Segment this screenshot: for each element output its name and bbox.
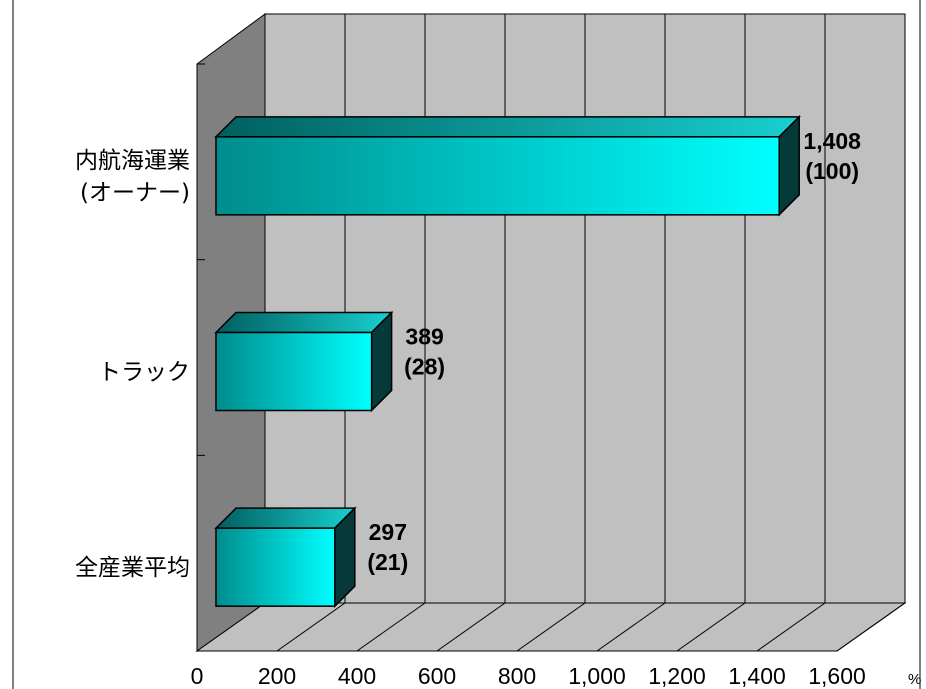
x-tick-label: 600 bbox=[418, 663, 456, 689]
labels: 0 200 400 600 800 1,000 1,200 1,400 1,600 1,408 (1… bbox=[75, 128, 866, 689]
category-ticks bbox=[197, 63, 205, 456]
x-tick-label: 200 bbox=[258, 663, 296, 689]
bar bbox=[215, 331, 373, 412]
value-label: 1,408 bbox=[803, 128, 861, 154]
bar bbox=[215, 527, 336, 607]
gridlines bbox=[276, 14, 906, 652]
index-label: (28) bbox=[404, 354, 445, 380]
index-label: (21) bbox=[367, 549, 408, 575]
value-label: 297 bbox=[369, 519, 407, 545]
gridline-floor bbox=[836, 602, 906, 652]
gridline-floor bbox=[676, 602, 746, 652]
category-label: 全産業平均 bbox=[75, 555, 190, 581]
gridline-floor bbox=[276, 602, 346, 652]
x-tick-label: 0 bbox=[191, 663, 204, 689]
x-tick-label: 400 bbox=[338, 663, 376, 689]
category-label: トラック bbox=[98, 360, 190, 386]
x-tick-label: 1,400 bbox=[728, 663, 786, 689]
gridline-floor bbox=[356, 602, 426, 652]
x-tick-label: 800 bbox=[498, 663, 536, 689]
bar bbox=[215, 136, 780, 216]
gridline-floor bbox=[596, 602, 666, 652]
gridline-floor bbox=[516, 602, 586, 652]
gridline-floor bbox=[756, 602, 826, 652]
gridline-floor bbox=[436, 602, 506, 652]
x-tick-label: 1,000 bbox=[568, 663, 626, 689]
bar-top-face bbox=[214, 311, 394, 334]
x-tick-label: 1,200 bbox=[648, 663, 706, 689]
unit-label: % bbox=[908, 671, 921, 688]
bars bbox=[214, 115, 802, 608]
bar-top-face bbox=[214, 116, 802, 138]
x-tick-label: 1,600 bbox=[808, 663, 866, 689]
bar-top-face bbox=[214, 507, 357, 529]
index-label: (100) bbox=[805, 158, 859, 184]
category-label: (オーナー) bbox=[80, 180, 190, 206]
value-label: 389 bbox=[405, 324, 443, 350]
category-label: 内航海運業 bbox=[75, 148, 190, 174]
